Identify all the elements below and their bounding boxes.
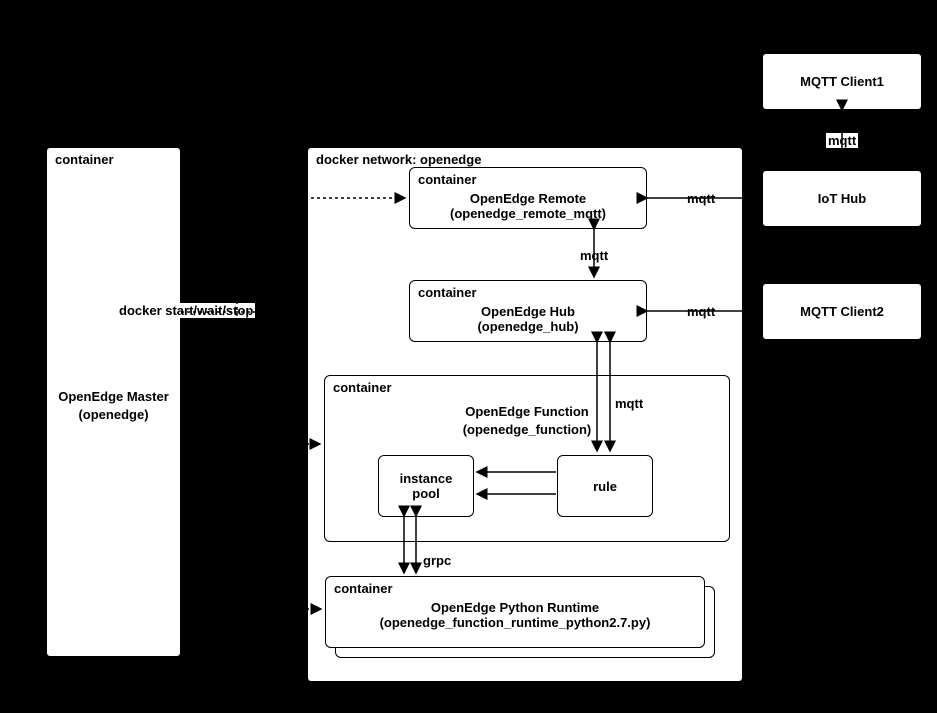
edge-mqtt-remote-hub: mqtt [578, 248, 610, 263]
edge-mqtt-client1-iothub: mqtt [826, 133, 858, 148]
iot-hub: IoT Hub [762, 170, 922, 227]
rule-box: rule [557, 455, 653, 517]
edge-grpc: grpc [421, 553, 453, 568]
hub-title: OpenEdge Hub [410, 304, 646, 319]
hub-label: container [410, 281, 646, 304]
instance-pool-title: instance pool [391, 471, 461, 501]
master-subtitle: (openedge) [78, 407, 148, 422]
mqtt-client1: MQTT Client1 [762, 53, 922, 110]
mqtt-client2: MQTT Client2 [762, 283, 922, 340]
remote-subtitle: (openedge_remote_mqtt) [410, 206, 646, 221]
mqtt-client1-title: MQTT Client1 [800, 74, 884, 89]
remote-title: OpenEdge Remote [410, 191, 646, 206]
runtime-title: OpenEdge Python Runtime [326, 600, 704, 615]
edge-mqtt-hub-rule: mqtt [613, 396, 645, 411]
function-container: container OpenEdge Function (openedge_fu… [324, 375, 730, 542]
remote-label: container [410, 168, 646, 191]
runtime-label: container [326, 577, 704, 600]
master-title: OpenEdge Master [58, 389, 169, 404]
hub-subtitle: (openedge_hub) [410, 319, 646, 334]
instance-pool: instance pool [378, 455, 474, 517]
function-title: OpenEdge Function [465, 404, 589, 419]
runtime-subtitle: (openedge_function_runtime_python2.7.py) [326, 615, 704, 630]
remote-container: container OpenEdge Remote (openedge_remo… [409, 167, 647, 229]
mqtt-client2-title: MQTT Client2 [800, 304, 884, 319]
runtime-container: container OpenEdge Python Runtime (opene… [325, 576, 705, 648]
edge-docker-cmd: docker start/wait/stop [117, 303, 255, 318]
function-label: container [325, 376, 729, 399]
master-label: container [47, 148, 180, 171]
rule-title: rule [593, 479, 617, 494]
master-container: container OpenEdge Master (openedge) [46, 147, 181, 657]
hub-container: container OpenEdge Hub (openedge_hub) [409, 280, 647, 342]
function-subtitle: (openedge_function) [463, 422, 592, 437]
iot-hub-title: IoT Hub [818, 191, 866, 206]
edge-mqtt-remote-iothub: mqtt [685, 191, 717, 206]
edge-mqtt-hub-client2: mqtt [685, 304, 717, 319]
